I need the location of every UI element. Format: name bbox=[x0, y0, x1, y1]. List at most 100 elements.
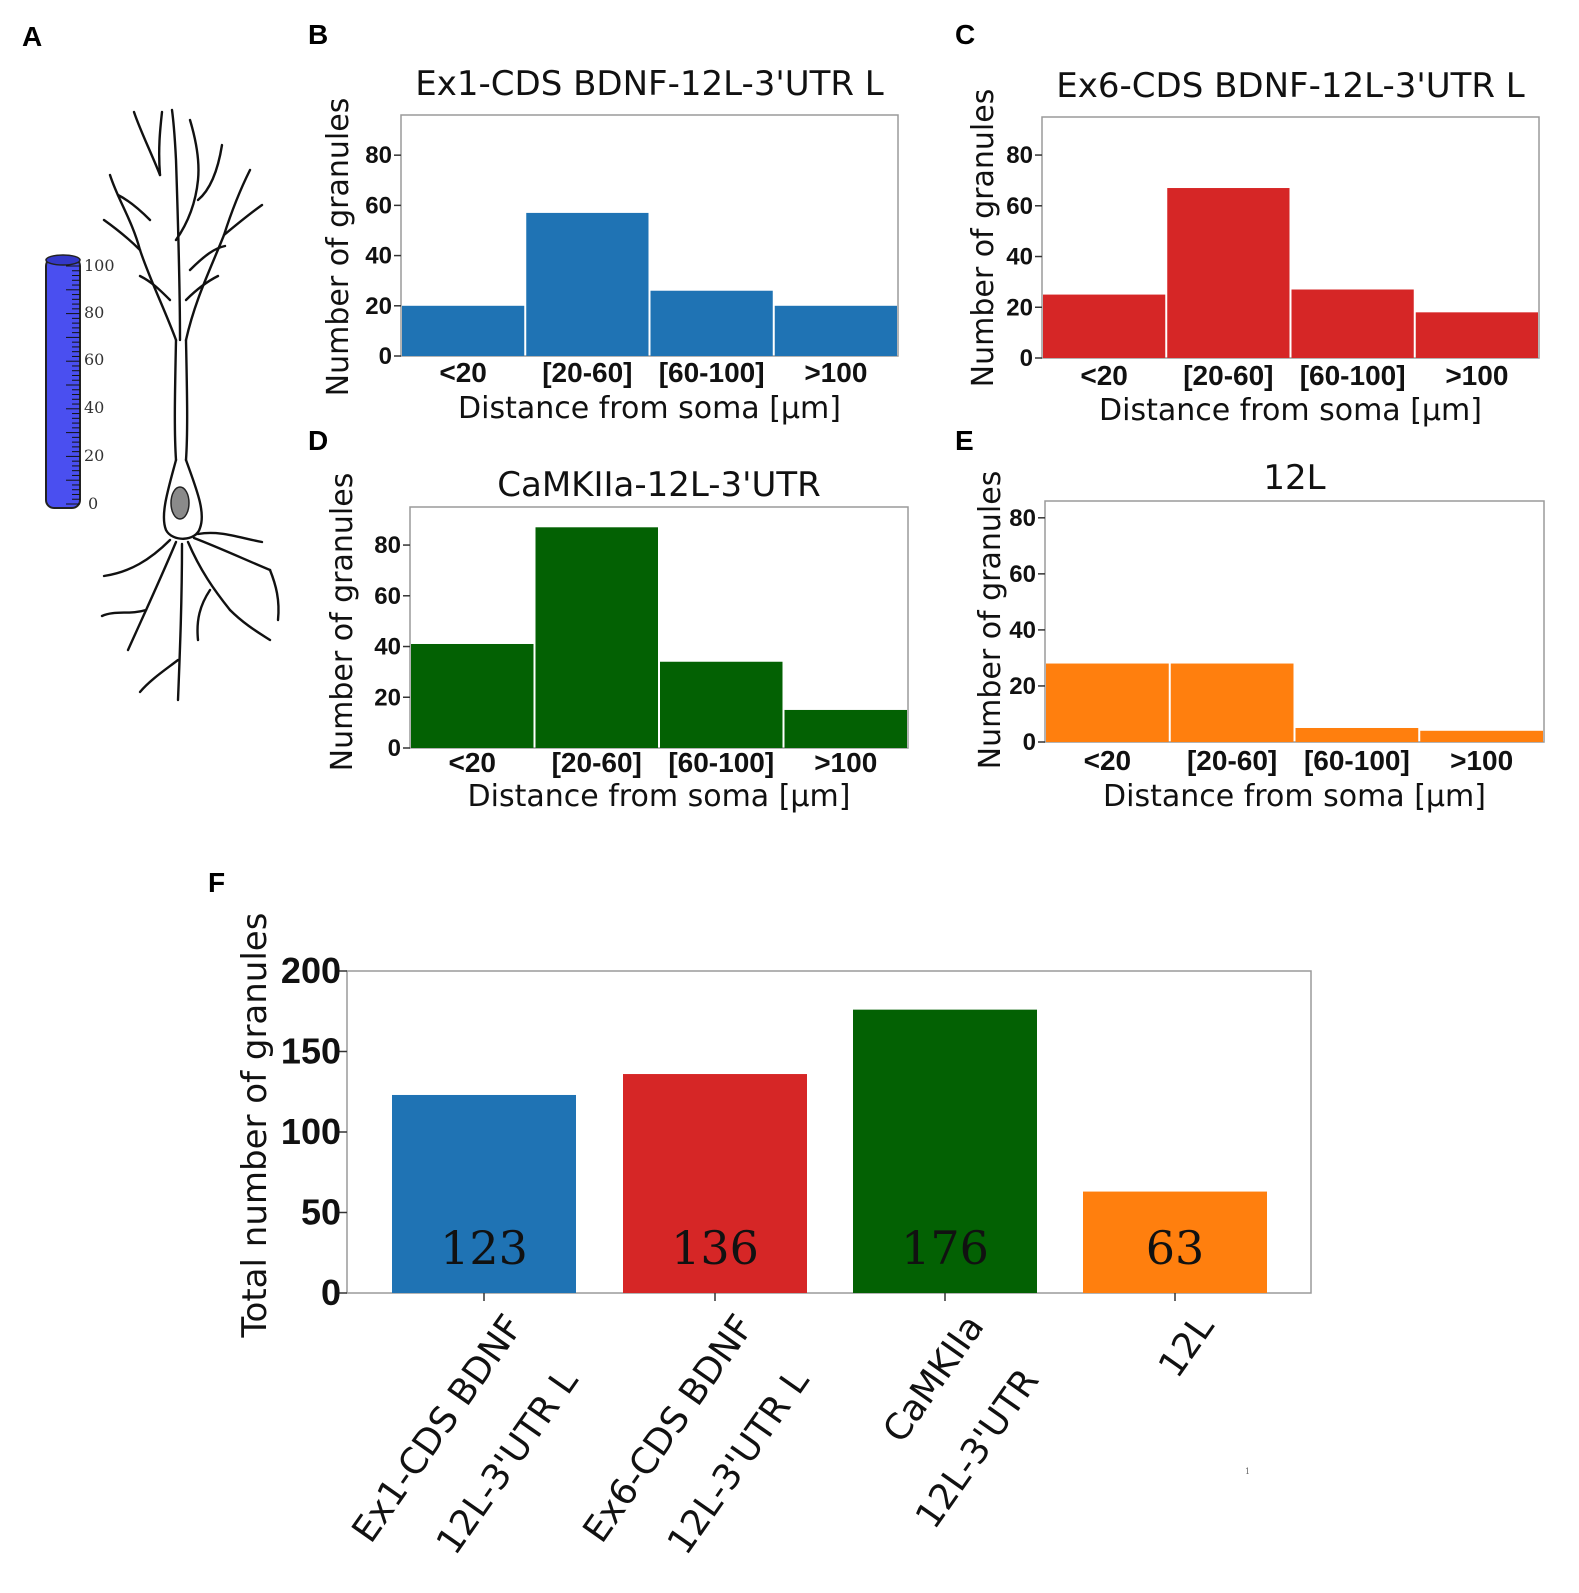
basal-dendrite bbox=[192, 536, 272, 572]
histogram-e: 12L <20 [20-60] [60-100] >100 0 20 40 60 80 Distan… bbox=[973, 458, 1545, 814]
basal-dendrite bbox=[228, 608, 272, 642]
x-axis-label: Distance from soma [µm] bbox=[1103, 779, 1486, 814]
dendrite-branch bbox=[184, 274, 220, 302]
chart-title: CaMKIIa-12L-3'UTR bbox=[497, 465, 821, 505]
panel-label-b: B bbox=[308, 19, 328, 50]
y-tick-label: 150 bbox=[281, 1031, 341, 1072]
bar bbox=[650, 290, 773, 356]
ruler-label-0: 0 bbox=[88, 494, 98, 513]
bar bbox=[1295, 727, 1419, 742]
bar bbox=[1420, 730, 1543, 742]
ruler-label-60: 60 bbox=[84, 350, 104, 369]
histogram-b: Ex1-CDS BDNF-12L-3'UTR L <20 [20-60] [60-10… bbox=[321, 64, 899, 426]
bar bbox=[1083, 1191, 1267, 1293]
x-axis-label: Distance from soma [µm] bbox=[458, 391, 841, 426]
apical-trunk-right bbox=[184, 338, 189, 462]
y-tick-label: 20 bbox=[365, 293, 392, 320]
y-tick-label: 20 bbox=[374, 684, 401, 711]
basal-dendrite bbox=[102, 538, 172, 578]
ruler-marks bbox=[66, 265, 80, 505]
dendrite-branch bbox=[174, 118, 200, 242]
y-tick-label: 80 bbox=[365, 142, 392, 169]
bar bbox=[1291, 289, 1414, 358]
x-tick-label: [60-100] bbox=[1304, 745, 1410, 776]
x-tick-label-line1: Ex6-CDS BDNF bbox=[576, 1308, 763, 1550]
plot-frame bbox=[1044, 500, 1545, 743]
bar-value-label: 136 bbox=[671, 1221, 759, 1275]
plot-frame bbox=[409, 506, 909, 749]
bar bbox=[526, 212, 649, 356]
chart-title: 12L bbox=[1263, 458, 1325, 498]
dendrite-branch bbox=[170, 108, 182, 342]
bar bbox=[392, 1094, 576, 1293]
x-axis-label: Distance from soma [µm] bbox=[1099, 393, 1482, 428]
bar-value-label: 176 bbox=[901, 1221, 989, 1275]
y-tick-label: 60 bbox=[365, 192, 392, 219]
y-tick-label: 60 bbox=[1009, 561, 1036, 588]
panel-label-a: A bbox=[22, 21, 42, 52]
basal-dendrite bbox=[186, 540, 232, 612]
x-tick-label: [20-60] bbox=[552, 747, 642, 778]
x-tick-label: <20 bbox=[439, 357, 487, 388]
bar bbox=[853, 1009, 1037, 1293]
bar bbox=[535, 527, 658, 748]
x-tick-label: [20-60] bbox=[1187, 745, 1277, 776]
panel-label-d: D bbox=[308, 425, 328, 456]
y-axis-label: Number of granules bbox=[973, 471, 1008, 770]
bar bbox=[623, 1074, 807, 1293]
chart-title: Ex1-CDS BDNF-12L-3'UTR L bbox=[415, 64, 884, 104]
basal-dendrite bbox=[100, 608, 148, 618]
x-tick-label: [60-100] bbox=[668, 747, 774, 778]
x-tick-label: >100 bbox=[1445, 360, 1508, 391]
y-tick-label: 50 bbox=[301, 1192, 341, 1233]
y-tick-label: 0 bbox=[388, 735, 401, 762]
y-tick-label: 0 bbox=[1020, 345, 1033, 372]
bar bbox=[660, 661, 783, 748]
y-tick-label: 40 bbox=[1009, 617, 1036, 644]
bar bbox=[1046, 663, 1169, 742]
y-tick-label: 0 bbox=[321, 1272, 341, 1313]
y-tick-label: 20 bbox=[1006, 294, 1033, 321]
basal-dendrite bbox=[196, 588, 212, 642]
x-tick-label: <20 bbox=[1084, 745, 1132, 776]
bar bbox=[402, 305, 525, 356]
ruler-label-80: 80 bbox=[84, 303, 104, 322]
y-tick-label: 60 bbox=[1006, 193, 1033, 220]
plot-frame bbox=[400, 114, 899, 357]
y-tick-label: 200 bbox=[281, 950, 341, 991]
y-axis-label: Number of granules bbox=[321, 98, 356, 397]
y-tick-label: 80 bbox=[1006, 142, 1033, 169]
bar bbox=[1167, 188, 1290, 358]
x-tick-label: [20-60] bbox=[1183, 360, 1273, 391]
dendrite-branch bbox=[196, 143, 224, 202]
x-axis-label: Distance from soma [µm] bbox=[468, 779, 851, 814]
ruler-label-40: 40 bbox=[84, 398, 104, 417]
basal-dendrite bbox=[268, 568, 280, 622]
bar-value-label: 63 bbox=[1146, 1221, 1205, 1275]
y-axis-label: Number of granules bbox=[325, 473, 360, 772]
y-tick-label: 80 bbox=[1009, 505, 1036, 532]
y-tick-label: 100 bbox=[281, 1111, 341, 1152]
dendrite-branch bbox=[102, 218, 142, 252]
histogram-c: Ex6-CDS BDNF-12L-3'UTR L <20 [20-60] [60-10… bbox=[966, 66, 1540, 428]
soma bbox=[162, 458, 204, 540]
bar bbox=[784, 709, 907, 748]
x-tick-label: >100 bbox=[814, 747, 877, 778]
neuron-illustration: 100 80 60 40 20 0 bbox=[45, 108, 280, 702]
y-tick-label: 0 bbox=[1023, 729, 1036, 756]
basal-dendrite bbox=[138, 658, 180, 694]
x-tick-label: <20 bbox=[449, 747, 497, 778]
bar bbox=[411, 643, 534, 748]
basal-dendrite bbox=[126, 540, 178, 652]
ruler-label-20: 20 bbox=[84, 446, 104, 465]
dendrite-branch bbox=[138, 274, 172, 302]
panel-label-f: F bbox=[208, 867, 225, 898]
x-tick-label-line1: Ex1-CDS BDNF bbox=[345, 1308, 532, 1550]
chart-title: Ex6-CDS BDNF-12L-3'UTR L bbox=[1056, 66, 1525, 106]
apical-trunk bbox=[173, 338, 178, 462]
y-tick-label: 60 bbox=[374, 583, 401, 610]
panel-label-c: C bbox=[955, 19, 975, 50]
y-tick-label: 80 bbox=[374, 532, 401, 559]
